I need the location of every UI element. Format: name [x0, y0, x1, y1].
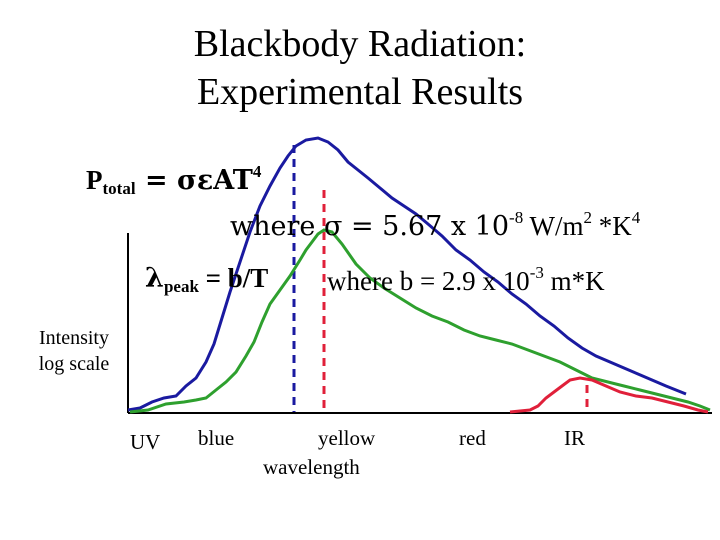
slide-title: Blackbody Radiation: Experimental Result…: [0, 20, 720, 116]
region-label-red: red: [459, 426, 486, 450]
sigma-constant: where σ = 5.67 x 10-8 W/m2 *K4: [230, 208, 641, 242]
y-axis-label-line-2: log scale: [38, 353, 110, 375]
region-label-yellow: yellow: [318, 426, 376, 450]
b-constant: where b = 2.9 x 10-3 m*K: [327, 263, 605, 296]
y-axis-label: Intensity log scale: [24, 325, 124, 377]
y-axis-label-line-1: Intensity: [39, 327, 109, 349]
title-line-2: Experimental Results: [196, 71, 524, 113]
region-label-blue: blue: [198, 426, 235, 450]
title-line-1: Blackbody Radiation:: [193, 23, 527, 65]
region-label-uv: UV: [130, 430, 161, 454]
ptotal-equation: Ptotal = σεAT4: [86, 162, 262, 198]
red-curve: [509, 376, 709, 414]
x-axis-label: wavelength: [263, 455, 360, 479]
wien-law-equation: λpeak = b/T: [145, 263, 269, 296]
green-curve: [129, 228, 711, 414]
blue-curve: [127, 136, 687, 412]
region-label-ir: IR: [564, 426, 585, 450]
